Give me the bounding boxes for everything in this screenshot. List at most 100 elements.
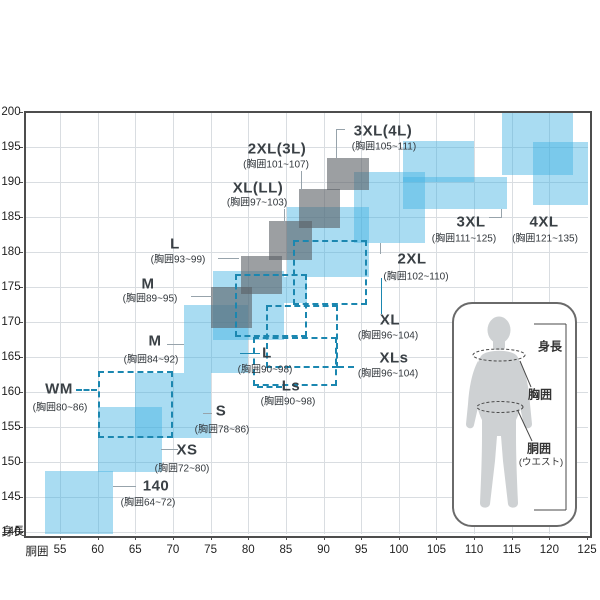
y-tick-label: 190 xyxy=(1,176,21,188)
y-tick-label: 180 xyxy=(1,246,21,258)
label-pointer-XL(LL) xyxy=(284,209,285,224)
x-tick-mark xyxy=(60,536,61,540)
size-sublabel-S-2: (胸囲78~86) xyxy=(194,424,250,436)
size-label-WM-12: WM xyxy=(45,380,73,398)
diagram-chest-label: 胸囲 xyxy=(527,387,553,402)
y-gridline xyxy=(24,392,588,393)
x-tick-label: 85 xyxy=(279,544,293,556)
size-sublabel-2XL-9: (胸囲102~110) xyxy=(383,271,449,283)
label-pointer-XLs xyxy=(338,366,354,369)
x-tick-mark xyxy=(436,536,438,540)
chest-ellipse xyxy=(472,348,526,362)
x-tick-label: 80 xyxy=(241,544,255,556)
size-sublabel-2XL(3L)-7: (胸囲101~107) xyxy=(243,159,309,171)
size-block-4XL-a xyxy=(501,111,574,175)
y-tick-mark xyxy=(19,427,23,428)
label-pointer-3XL xyxy=(501,209,502,218)
size-label-XLs-16: XLs xyxy=(379,349,409,367)
y-tick-label: 140 xyxy=(1,526,21,538)
x-tick-mark xyxy=(398,536,400,540)
size-block-2XL(3L)-gray xyxy=(298,189,341,228)
x-tick-mark xyxy=(361,536,363,540)
y-gridline xyxy=(24,147,588,148)
y-tick-label: 145 xyxy=(1,491,21,503)
x-tick-mark xyxy=(248,536,250,540)
diagram-waist-sub: (ウエスト) xyxy=(518,457,564,468)
body-diagram-panel: 身長 胸囲 胴囲 (ウエスト) xyxy=(452,302,577,527)
x-tick-mark xyxy=(549,536,551,540)
y-tick-mark xyxy=(19,112,23,113)
size-sublabel-XS-1: (胸囲72~80) xyxy=(154,463,210,475)
x-tick-label: 105 xyxy=(426,544,447,556)
x-tick-label: 75 xyxy=(204,544,217,556)
x-tick-label: 115 xyxy=(502,544,521,556)
diagram-waist-label: 胴囲 xyxy=(526,441,552,456)
y-tick-mark xyxy=(19,287,23,288)
y-tick-mark xyxy=(19,357,23,358)
x-tick-mark xyxy=(587,536,589,540)
y-gridline xyxy=(24,357,588,358)
y-tick-mark xyxy=(19,322,23,323)
x-tick-label: 65 xyxy=(128,544,142,556)
label-pointer-2XL xyxy=(380,243,381,254)
size-label-3XL-10: 3XL xyxy=(456,213,486,231)
x-tick-mark xyxy=(172,536,174,540)
size-sublabel-M-4: (胸囲89~95) xyxy=(122,293,178,305)
size-sublabel-L-5: (胸囲93~99) xyxy=(150,254,206,266)
size-label-Ls-14: Ls xyxy=(281,377,301,395)
y-tick-label: 185 xyxy=(1,211,21,223)
size-label-L-13: L xyxy=(262,344,272,362)
x-tick-mark xyxy=(285,536,287,540)
size-label-2XL(3L)-7: 2XL(3L) xyxy=(247,140,307,158)
size-label-M-4: M xyxy=(141,275,155,293)
size-sublabel-XL-15: (胸囲96~104) xyxy=(357,330,419,342)
y-tick-mark xyxy=(19,497,23,498)
x-tick-label: 100 xyxy=(389,544,409,556)
y-gridline xyxy=(24,182,588,183)
waist-ellipse xyxy=(476,401,524,413)
label-pointer-XS xyxy=(161,449,178,450)
size-sublabel-M-3: (胸囲84~92) xyxy=(123,354,179,366)
y-tick-mark xyxy=(19,392,23,393)
label-pointer-140 xyxy=(113,486,136,487)
y-tick-label: 150 xyxy=(1,456,21,468)
chest-pointer-line xyxy=(519,360,532,388)
size-sublabel-4XL-11: (胸囲121~135) xyxy=(512,233,578,245)
size-label-140-0: 140 xyxy=(142,477,170,495)
x-tick-mark xyxy=(474,536,476,540)
y-tick-label: 160 xyxy=(1,386,21,398)
x-tick-mark xyxy=(511,536,513,540)
y-tick-label: 170 xyxy=(1,316,21,328)
size-sublabel-WM-12: (胸囲80~86) xyxy=(32,402,88,414)
size-sublabel-XLs-16: (胸囲96~104) xyxy=(357,368,419,380)
body-silhouette-graphic xyxy=(466,316,567,511)
y-tick-mark xyxy=(19,532,23,533)
size-sublabel-140-0: (胸囲64~72) xyxy=(120,497,176,509)
label-pointer-3XL(4L) xyxy=(336,129,345,130)
x-tick-mark xyxy=(135,536,137,540)
size-sublabel-XL(LL)-6: (胸囲97~103) xyxy=(226,197,288,209)
x-tick-label: 90 xyxy=(317,544,330,556)
y-tick-label: 195 xyxy=(1,141,21,153)
x-tick-label: 120 xyxy=(539,544,559,556)
x-tick-mark xyxy=(97,536,99,540)
label-pointer-L xyxy=(218,258,239,259)
size-sublabel-L-13: (胸囲90~98) xyxy=(237,364,293,376)
y-tick-label: 155 xyxy=(1,421,21,433)
y-tick-mark xyxy=(19,182,23,183)
size-block-XS xyxy=(97,406,162,472)
size-label-L-5: L xyxy=(170,235,180,253)
x-tick-label: 125 xyxy=(577,544,597,556)
x-axis-title: 胴囲 xyxy=(25,546,49,558)
y-tick-label: 175 xyxy=(1,281,21,293)
y-gridline xyxy=(24,462,588,463)
y-tick-mark xyxy=(19,252,23,253)
size-label-2XL-9: 2XL xyxy=(397,250,427,268)
y-tick-label: 165 xyxy=(1,351,21,363)
x-tick-label: 70 xyxy=(166,544,180,556)
y-gridline xyxy=(24,497,588,498)
x-tick-label: 95 xyxy=(354,544,368,556)
y-tick-mark xyxy=(19,462,23,463)
size-block-XL-dashed xyxy=(293,240,368,306)
